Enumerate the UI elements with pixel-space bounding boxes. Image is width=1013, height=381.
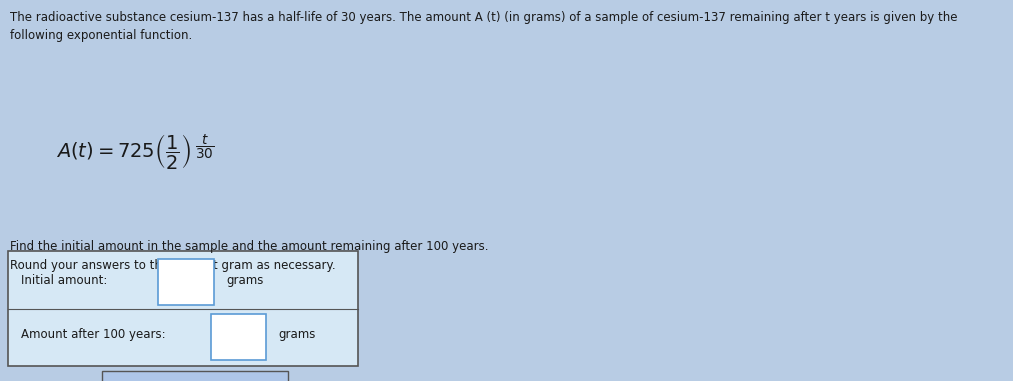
FancyBboxPatch shape (211, 314, 266, 360)
Text: Find the initial amount in the sample and the amount remaining after 100 years.
: Find the initial amount in the sample an… (10, 240, 488, 272)
Text: Initial amount:: Initial amount: (21, 274, 107, 287)
Text: $A(t) = 725\left(\dfrac{1}{2}\right)^{\;\dfrac{t}{30}}$: $A(t) = 725\left(\dfrac{1}{2}\right)^{\;… (56, 133, 214, 172)
FancyBboxPatch shape (158, 259, 214, 305)
Text: Amount after 100 years:: Amount after 100 years: (21, 328, 166, 341)
Text: grams: grams (226, 274, 263, 287)
Text: The radioactive substance cesium-137 has a half-life of 30 years. The amount A (: The radioactive substance cesium-137 has… (10, 11, 957, 42)
FancyBboxPatch shape (102, 371, 288, 381)
FancyBboxPatch shape (8, 251, 358, 366)
Text: grams: grams (279, 328, 316, 341)
